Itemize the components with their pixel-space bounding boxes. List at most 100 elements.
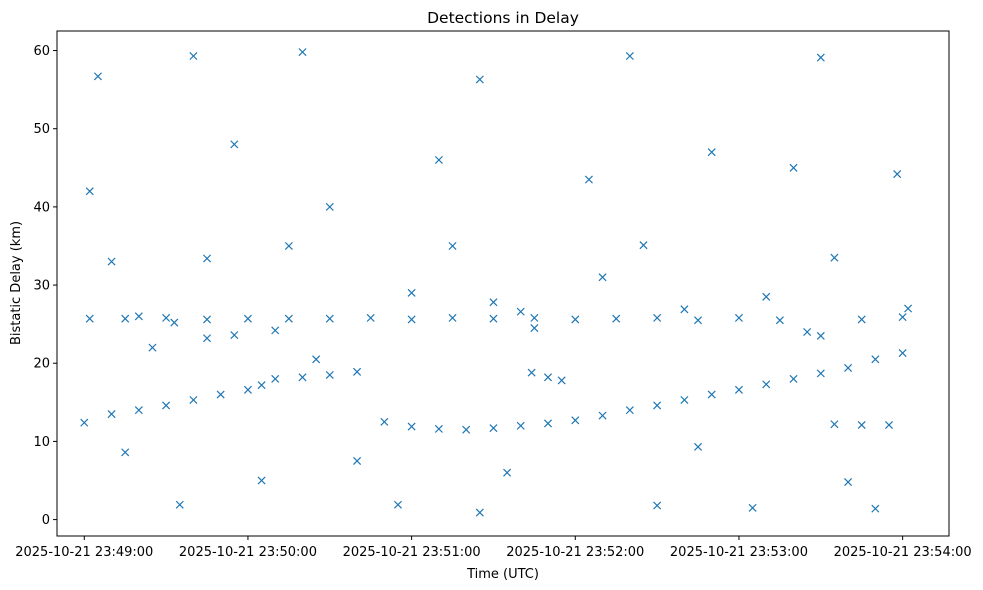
data-point bbox=[871, 355, 880, 364]
data-point bbox=[230, 140, 239, 149]
data-point bbox=[312, 355, 321, 364]
data-point bbox=[243, 314, 252, 323]
y-tick-label: 20 bbox=[33, 357, 50, 372]
data-point bbox=[530, 313, 539, 322]
data-point bbox=[434, 424, 443, 433]
data-point bbox=[462, 425, 471, 434]
data-point bbox=[189, 395, 198, 405]
data-point bbox=[448, 241, 457, 251]
data-point bbox=[748, 503, 757, 512]
data-point bbox=[325, 202, 334, 211]
data-point bbox=[271, 374, 280, 383]
x-tick-label: 2025-10-21 23:54:00 bbox=[834, 545, 972, 560]
data-point bbox=[257, 476, 266, 485]
x-tick-label: 2025-10-21 23:52:00 bbox=[506, 545, 644, 560]
data-point bbox=[707, 390, 716, 399]
data-point bbox=[189, 51, 198, 61]
data-point bbox=[898, 313, 907, 322]
data-point bbox=[393, 500, 403, 509]
data-point bbox=[93, 72, 102, 81]
data-point bbox=[85, 187, 94, 196]
y-tick-label: 30 bbox=[33, 279, 50, 294]
data-point bbox=[789, 374, 798, 383]
data-point bbox=[407, 422, 416, 431]
data-point bbox=[298, 48, 307, 57]
data-point bbox=[680, 395, 689, 405]
data-point bbox=[407, 315, 416, 324]
data-point bbox=[653, 501, 662, 510]
data-point bbox=[203, 334, 212, 343]
data-point bbox=[612, 314, 621, 323]
data-point bbox=[298, 373, 307, 382]
data-point bbox=[257, 381, 266, 390]
data-point bbox=[904, 304, 913, 313]
data-point bbox=[803, 327, 812, 336]
x-axis: 2025-10-21 23:49:00 2025-10-21 23:50:00 20… bbox=[15, 536, 972, 560]
data-point bbox=[625, 406, 634, 415]
data-point bbox=[203, 254, 212, 263]
data-point bbox=[762, 380, 771, 389]
data-point bbox=[844, 363, 853, 372]
data-point bbox=[107, 410, 116, 419]
data-point bbox=[230, 331, 239, 340]
data-point bbox=[571, 416, 580, 425]
data-point bbox=[475, 508, 484, 517]
data-point bbox=[407, 288, 416, 297]
data-point bbox=[353, 456, 362, 465]
data-point bbox=[653, 313, 662, 322]
data-point bbox=[448, 313, 457, 322]
data-point bbox=[543, 419, 553, 428]
data-point bbox=[893, 170, 902, 179]
data-point bbox=[175, 500, 184, 509]
data-point bbox=[816, 369, 825, 378]
y-tick-label: 0 bbox=[42, 513, 50, 528]
data-point bbox=[489, 314, 498, 323]
data-point bbox=[80, 418, 89, 427]
data-point bbox=[584, 175, 593, 184]
data-point bbox=[170, 318, 179, 327]
x-tick-label: 2025-10-21 23:53:00 bbox=[670, 545, 808, 560]
axes-frame bbox=[56, 30, 950, 537]
data-point bbox=[216, 390, 225, 399]
data-point bbox=[162, 313, 171, 322]
data-point bbox=[527, 368, 536, 377]
data-point bbox=[830, 420, 839, 429]
data-point bbox=[503, 468, 512, 477]
data-point bbox=[571, 315, 580, 324]
data-point bbox=[489, 424, 498, 433]
data-point bbox=[639, 241, 648, 250]
x-axis-label: Time (UTC) bbox=[466, 567, 539, 582]
data-point bbox=[898, 349, 907, 358]
data-point bbox=[557, 376, 566, 385]
y-tick-label: 40 bbox=[33, 200, 50, 215]
data-point bbox=[775, 316, 784, 325]
data-point bbox=[134, 406, 143, 415]
data-point bbox=[734, 385, 743, 394]
data-point bbox=[857, 315, 866, 324]
data-point bbox=[434, 155, 443, 165]
data-point bbox=[789, 163, 798, 172]
data-point bbox=[516, 421, 525, 430]
plot-area bbox=[80, 48, 913, 517]
data-point bbox=[121, 448, 130, 457]
data-point bbox=[694, 442, 703, 451]
data-point bbox=[107, 257, 116, 266]
data-point bbox=[162, 401, 171, 410]
data-point bbox=[816, 331, 825, 340]
x-tick-label: 2025-10-21 23:50:00 bbox=[179, 545, 317, 560]
x-tick-label: 2025-10-21 23:51:00 bbox=[343, 545, 481, 560]
data-point bbox=[598, 273, 607, 282]
data-point bbox=[516, 307, 525, 316]
data-point bbox=[325, 370, 334, 379]
data-point bbox=[707, 148, 716, 157]
y-axis: 0 10 20 30 40 50 60 bbox=[33, 44, 57, 528]
data-point bbox=[844, 478, 853, 487]
data-point bbox=[366, 313, 375, 322]
data-point bbox=[475, 75, 484, 84]
data-point bbox=[134, 312, 143, 321]
data-point bbox=[598, 411, 607, 420]
data-point bbox=[884, 420, 894, 430]
y-tick-label: 10 bbox=[33, 435, 50, 450]
data-point bbox=[380, 417, 389, 426]
